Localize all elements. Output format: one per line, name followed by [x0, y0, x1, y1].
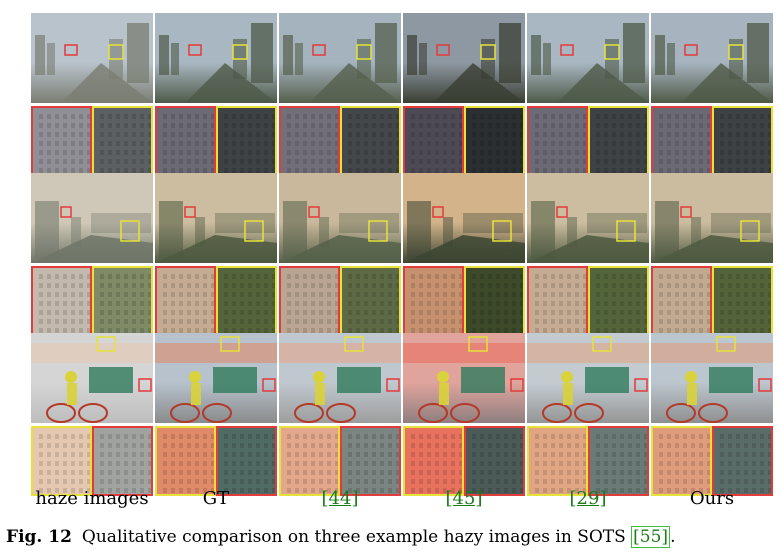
- zoom-crop-left: [651, 266, 712, 336]
- column-label-5[interactable]: [29]: [569, 488, 607, 509]
- caption-reference-link[interactable]: [55]: [631, 526, 671, 548]
- zoom-crop-right: [712, 106, 773, 176]
- main-image: [403, 13, 525, 103]
- main-image: [527, 333, 649, 423]
- zoom-crop-right: [340, 426, 401, 496]
- caption-end: .: [670, 527, 676, 547]
- main-image: [279, 13, 401, 103]
- zoom-crop-right: [92, 106, 153, 176]
- zoom-crop-left: [651, 106, 712, 176]
- zoom-crop-right: [712, 266, 773, 336]
- zoom-crop-left: [527, 426, 588, 496]
- main-image: [279, 173, 401, 263]
- main-image: [527, 13, 649, 103]
- zoom-crop-left: [155, 266, 216, 336]
- zoom-crop-right: [216, 426, 277, 496]
- main-image: [31, 173, 153, 263]
- zoom-crop-left: [279, 426, 340, 496]
- figure-number: Fig. 12: [6, 527, 72, 547]
- zoom-crop-right: [588, 266, 649, 336]
- main-image: [651, 173, 773, 263]
- zoom-crop-left: [31, 266, 92, 336]
- zoom-crop-left: [279, 266, 340, 336]
- zoom-crop-right: [712, 426, 773, 496]
- zoom-crop-right: [92, 266, 153, 336]
- zoom-crop-right: [216, 266, 277, 336]
- figure-caption: Fig. 12 Qualitative comparison on three e…: [6, 526, 676, 548]
- zoom-crop-right: [92, 426, 153, 496]
- main-image: [279, 333, 401, 423]
- main-image: [155, 333, 277, 423]
- zoom-crop-left: [527, 106, 588, 176]
- zoom-crop-right: [464, 426, 525, 496]
- column-label-4[interactable]: [45]: [445, 488, 483, 509]
- main-image: [527, 173, 649, 263]
- column-label-1: haze images: [35, 488, 149, 509]
- main-image: [651, 13, 773, 103]
- zoom-crop-left: [403, 106, 464, 176]
- zoom-crop-left: [527, 266, 588, 336]
- zoom-crop-right: [464, 106, 525, 176]
- zoom-crop-right: [588, 426, 649, 496]
- zoom-crop-right: [588, 106, 649, 176]
- zoom-crop-left: [155, 426, 216, 496]
- zoom-crop-left: [31, 426, 92, 496]
- caption-text: Qualitative comparison on three example …: [81, 527, 632, 547]
- zoom-crop-left: [279, 106, 340, 176]
- zoom-crop-left: [31, 106, 92, 176]
- main-image: [155, 173, 277, 263]
- zoom-crop-right: [340, 106, 401, 176]
- main-image: [651, 333, 773, 423]
- zoom-crop-left: [403, 426, 464, 496]
- zoom-crop-right: [340, 266, 401, 336]
- main-image: [403, 173, 525, 263]
- main-image: [155, 13, 277, 103]
- zoom-crop-left: [155, 106, 216, 176]
- zoom-crop-right: [464, 266, 525, 336]
- zoom-crop-left: [651, 426, 712, 496]
- zoom-crop-left: [403, 266, 464, 336]
- column-label-3[interactable]: [44]: [321, 488, 359, 509]
- main-image: [403, 333, 525, 423]
- main-image: [31, 13, 153, 103]
- column-label-6: Ours: [689, 488, 735, 509]
- main-image: [31, 333, 153, 423]
- zoom-crop-right: [216, 106, 277, 176]
- column-label-2: GT: [202, 488, 230, 509]
